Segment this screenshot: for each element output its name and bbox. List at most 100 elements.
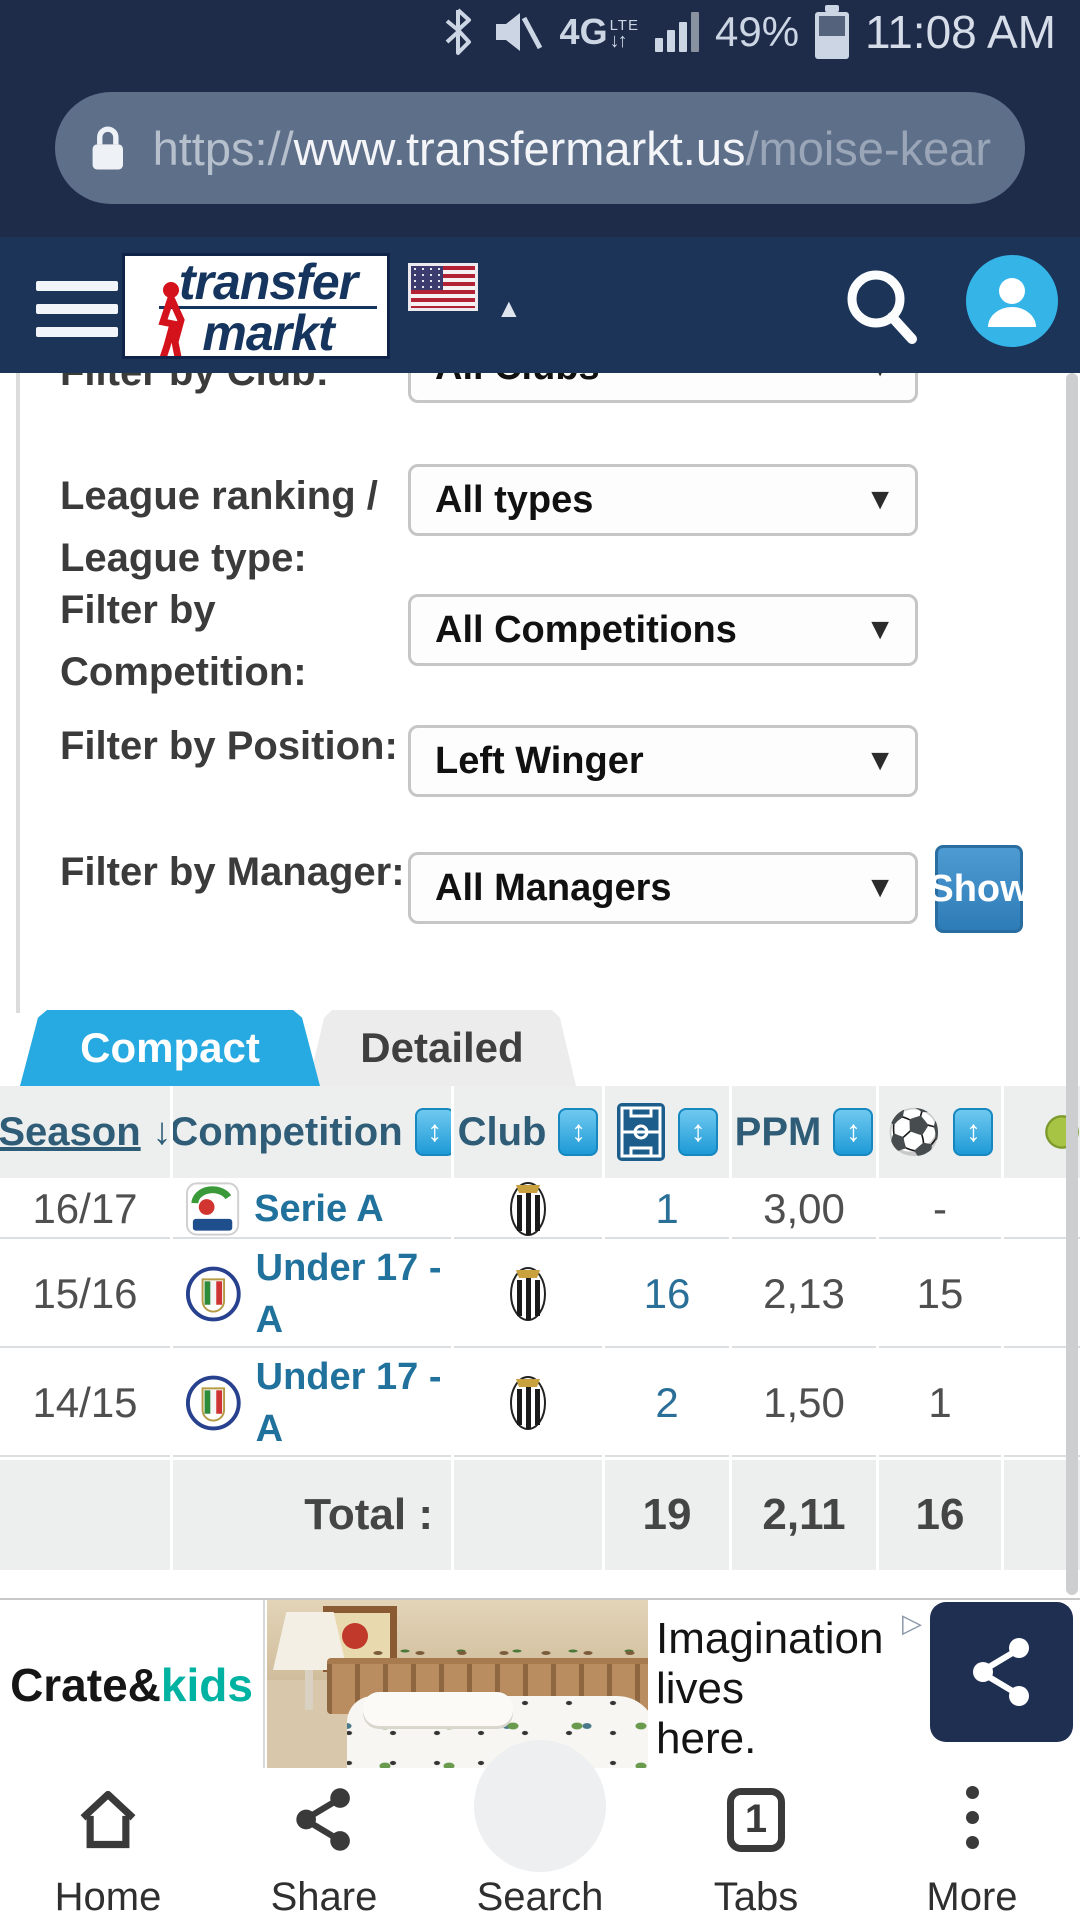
menu-icon[interactable] bbox=[36, 281, 118, 339]
network-type: 4G bbox=[559, 11, 608, 52]
logo-text-bottom: markt bbox=[202, 305, 334, 359]
cell-ppm: 3,00 bbox=[732, 1181, 876, 1239]
url-path: /moise-kear bbox=[745, 121, 991, 175]
data-arrows-icon: ↓↑ bbox=[609, 29, 628, 52]
filter-club-value: All Clubs bbox=[435, 373, 600, 389]
col-header-matches[interactable]: ↕ bbox=[605, 1086, 729, 1178]
sort-icon[interactable]: ↕ bbox=[833, 1108, 874, 1156]
figc-u17-logo bbox=[185, 1375, 241, 1431]
col-header-ppm[interactable]: PPM ↕ bbox=[732, 1086, 876, 1178]
sort-icon[interactable]: ↕ bbox=[678, 1108, 718, 1156]
sort-icon[interactable]: ↕ bbox=[558, 1108, 599, 1156]
total-club bbox=[454, 1460, 602, 1570]
url-text: https://www.transfermarkt.us/moise-kear bbox=[153, 121, 991, 176]
url-scheme: https:// bbox=[152, 121, 294, 175]
total-goals: 16 bbox=[879, 1460, 1001, 1570]
col-header-season[interactable]: Season ↓ bbox=[0, 1086, 170, 1178]
col-header-competition[interactable]: Competition ↕ bbox=[173, 1086, 451, 1178]
filter-competition-value: All Competitions bbox=[435, 608, 737, 651]
ad-banner[interactable]: Crate&kids Imagination lives here. SHOP … bbox=[0, 1598, 1080, 1809]
chevron-down-icon: ▼ bbox=[865, 744, 895, 777]
ball-icon: ⚽ bbox=[886, 1108, 942, 1157]
tab-compact[interactable]: Compact bbox=[20, 1010, 320, 1086]
filter-manager-select[interactable]: All Managers ▼ bbox=[408, 852, 918, 924]
us-flag-icon[interactable] bbox=[408, 263, 478, 311]
juventus-crest bbox=[510, 1267, 546, 1321]
tab-detailed[interactable]: Detailed bbox=[308, 1010, 576, 1086]
sort-icon[interactable]: ↕ bbox=[953, 1108, 994, 1156]
nav-home[interactable]: Home bbox=[0, 1768, 216, 1920]
cell-season: 14/15 bbox=[0, 1351, 170, 1457]
cell-competition: Under 17 - A bbox=[173, 1242, 451, 1348]
sort-icon[interactable]: ↕ bbox=[414, 1108, 451, 1156]
adchoices-icon[interactable]: ▷ bbox=[902, 1608, 922, 1638]
total-ppm: 2,11 bbox=[732, 1460, 876, 1570]
share-icon bbox=[972, 1638, 1029, 1706]
nav-tabs[interactable]: 1 Tabs bbox=[648, 1768, 864, 1920]
battery-percent: 49% bbox=[714, 8, 800, 55]
cell-season: 16/17 bbox=[0, 1181, 170, 1239]
ad-headline: Imagination lives here. bbox=[656, 1614, 884, 1763]
cell-club[interactable] bbox=[454, 1242, 602, 1348]
ad-photo[interactable] bbox=[267, 1600, 648, 1770]
nav-tabs-label: Tabs bbox=[713, 1875, 799, 1919]
share-icon bbox=[296, 1788, 350, 1851]
filter-competition-select[interactable]: All Competitions ▼ bbox=[408, 594, 918, 666]
browser-top-bar: 4G LTE ↓↑ 49% 11:08 AM https://www.trans… bbox=[0, 0, 1080, 237]
ad-text-panel[interactable]: Imagination lives here. SHOP NOW ▷ bbox=[650, 1600, 930, 1809]
nav-more-label: More bbox=[926, 1875, 1018, 1919]
ad-brand-panel[interactable]: Crate&kids bbox=[0, 1600, 265, 1770]
transfermarkt-logo[interactable]: transfer markt bbox=[122, 253, 390, 359]
player-figure-icon bbox=[158, 282, 185, 356]
lock-icon bbox=[92, 126, 123, 170]
juventus-crest bbox=[510, 1376, 546, 1430]
filter-league-select[interactable]: All types ▼ bbox=[408, 464, 918, 536]
filter-league-label: League ranking / League type: bbox=[60, 474, 378, 580]
signal-strength-icon bbox=[654, 12, 699, 52]
cell-matches[interactable]: 1 bbox=[605, 1181, 729, 1239]
cell-club[interactable] bbox=[454, 1181, 602, 1239]
more-icon bbox=[965, 1782, 979, 1857]
col-header-club[interactable]: Club ↕ bbox=[454, 1086, 602, 1178]
cell-goals: - bbox=[879, 1181, 1001, 1239]
flag-caret-icon: ▲ bbox=[496, 293, 522, 323]
page-content: Filter by Club: All Clubs ▼ League ranki… bbox=[0, 373, 1080, 1598]
filter-position-select[interactable]: Left Winger ▼ bbox=[408, 725, 918, 797]
filter-position-value: Left Winger bbox=[435, 739, 644, 782]
cell-ppm: 2,13 bbox=[732, 1242, 876, 1348]
competition-link[interactable]: Serie A bbox=[254, 1188, 384, 1230]
cell-club[interactable] bbox=[454, 1351, 602, 1457]
filter-club-label: Filter by Club: bbox=[60, 373, 329, 403]
logo-text-top: transfer bbox=[159, 257, 377, 309]
cell-goals: 1 bbox=[879, 1351, 1001, 1457]
filter-club-select[interactable]: All Clubs ▼ bbox=[408, 373, 918, 403]
filter-manager-value: All Managers bbox=[435, 866, 672, 909]
search-icon[interactable] bbox=[838, 263, 924, 349]
cell-matches[interactable]: 16 bbox=[605, 1242, 729, 1348]
nav-more[interactable]: More bbox=[864, 1768, 1080, 1920]
filter-position-label: Filter by Position: bbox=[60, 724, 398, 768]
network-type-icon: 4G LTE ↓↑ bbox=[559, 11, 639, 52]
col-header-goals[interactable]: ⚽ ↕ bbox=[879, 1086, 1001, 1178]
page-scrollbar[interactable] bbox=[1066, 373, 1078, 1595]
url-bar[interactable]: https://www.transfermarkt.us/moise-kear bbox=[55, 92, 1025, 204]
battery-icon bbox=[815, 5, 850, 59]
competition-link[interactable]: Under 17 - A bbox=[255, 1247, 442, 1341]
site-header: transfer markt ▲ bbox=[0, 237, 1080, 373]
cell-season: 15/16 bbox=[0, 1242, 170, 1348]
cell-competition: Serie A bbox=[173, 1181, 451, 1239]
figc-u17-logo bbox=[185, 1266, 241, 1322]
cell-matches[interactable]: 2 bbox=[605, 1351, 729, 1457]
search-highlight bbox=[474, 1740, 606, 1872]
pitch-icon bbox=[617, 1103, 665, 1161]
chevron-down-icon: ▼ bbox=[865, 373, 895, 384]
profile-avatar[interactable] bbox=[966, 255, 1058, 347]
nav-share[interactable]: Share bbox=[216, 1768, 432, 1920]
ad-share-button[interactable] bbox=[930, 1602, 1073, 1742]
show-button[interactable]: Show bbox=[928, 845, 1030, 933]
chevron-down-icon: ▼ bbox=[865, 613, 895, 646]
ad-brand-logo: Crate&kids bbox=[10, 1659, 253, 1711]
home-icon bbox=[80, 1790, 136, 1849]
competition-link[interactable]: Under 17 - A bbox=[255, 1356, 442, 1450]
